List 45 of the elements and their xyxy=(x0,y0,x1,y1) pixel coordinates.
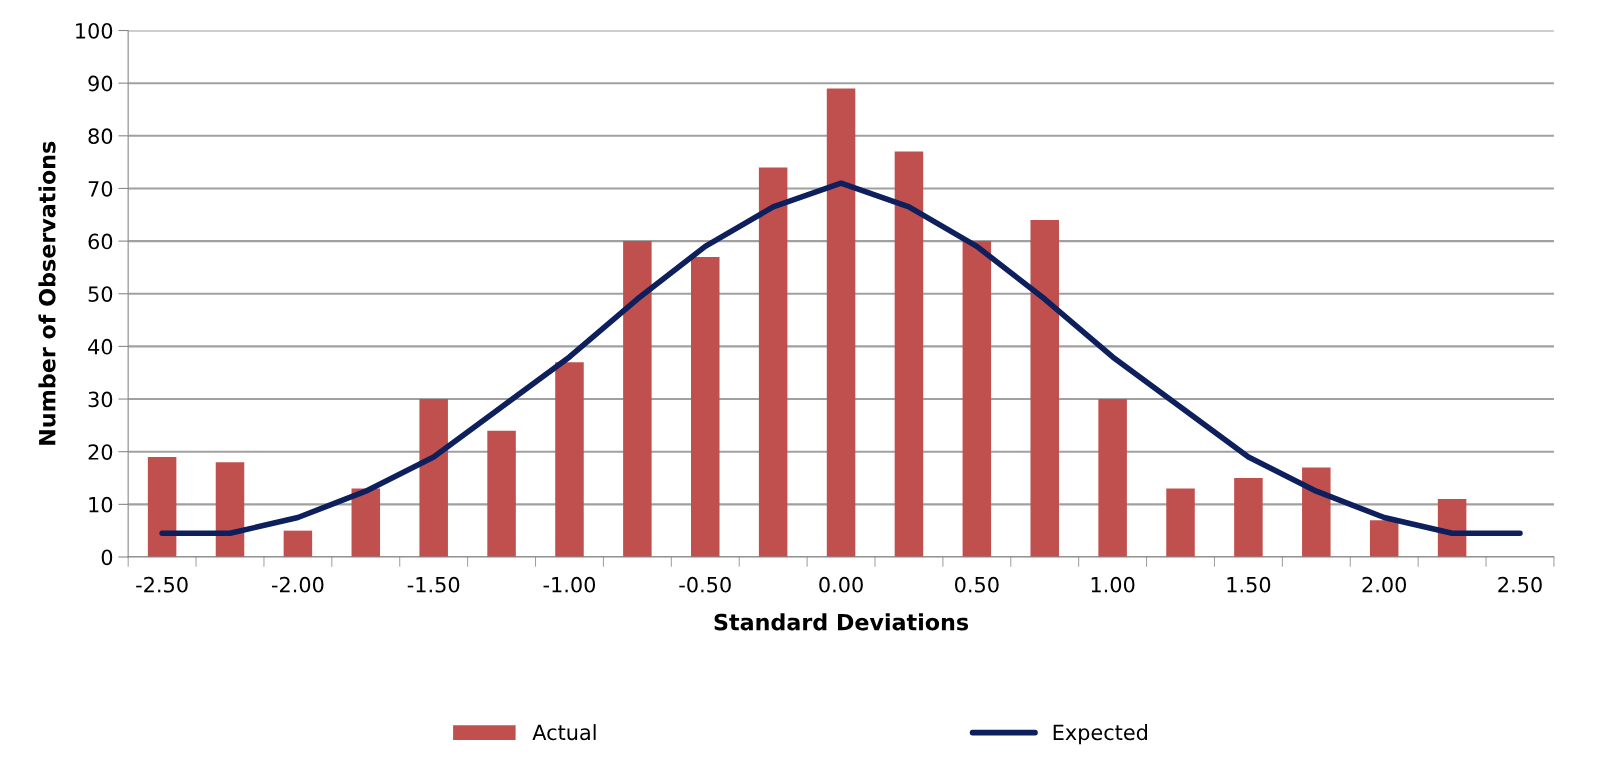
y-tick-label: 20 xyxy=(88,444,113,460)
bar xyxy=(1030,220,1059,557)
y-tick-label: 60 xyxy=(88,233,113,250)
bar xyxy=(1166,488,1195,557)
y-tick-label: 70 xyxy=(88,180,113,197)
bar xyxy=(351,488,381,557)
y-tick-label: 90 xyxy=(88,75,113,92)
x-tick-label: -1.50 xyxy=(407,576,460,593)
bar xyxy=(1098,399,1127,557)
y-tick-label: 10 xyxy=(89,496,113,513)
bar xyxy=(962,241,992,557)
x-tick-label: -1.00 xyxy=(543,576,596,593)
x-tick-label: -2.00 xyxy=(271,576,324,593)
bar xyxy=(419,399,448,557)
bar xyxy=(623,241,652,557)
y-tick-label: 40 xyxy=(88,338,113,355)
y-tick-label: 80 xyxy=(88,128,113,145)
x-tick-label: 1.50 xyxy=(1227,576,1271,593)
y-tick-label: 0 xyxy=(101,549,113,566)
bar xyxy=(826,88,856,557)
x-tick-label: 0.50 xyxy=(955,576,999,593)
legend-label: Actual xyxy=(532,724,596,741)
bar xyxy=(1234,478,1263,557)
bar xyxy=(758,167,788,557)
bar xyxy=(691,256,720,557)
legend-label: Expected xyxy=(1053,724,1147,745)
bar xyxy=(487,430,516,557)
y-tick-label: 100 xyxy=(76,22,113,39)
bar xyxy=(1369,520,1399,557)
bar xyxy=(147,456,177,557)
x-tick-label: 2.00 xyxy=(1362,576,1407,593)
x-axis-title: Standard Deviations xyxy=(714,613,969,631)
bar xyxy=(1302,467,1331,557)
y-tick-label: 50 xyxy=(88,286,113,302)
y-tick-label: 30 xyxy=(88,391,113,408)
bar xyxy=(555,362,584,557)
x-tick-label: -0.50 xyxy=(679,576,731,593)
x-tick-label: -2.50 xyxy=(136,576,188,593)
bar xyxy=(215,462,245,557)
bar xyxy=(283,530,313,557)
x-tick-label: 2.50 xyxy=(1498,576,1542,593)
y-axis-title: Number of Observations xyxy=(38,141,56,445)
x-tick-label: 0.00 xyxy=(819,576,863,593)
bar xyxy=(894,151,924,557)
x-tick-label: 1.00 xyxy=(1091,576,1135,593)
